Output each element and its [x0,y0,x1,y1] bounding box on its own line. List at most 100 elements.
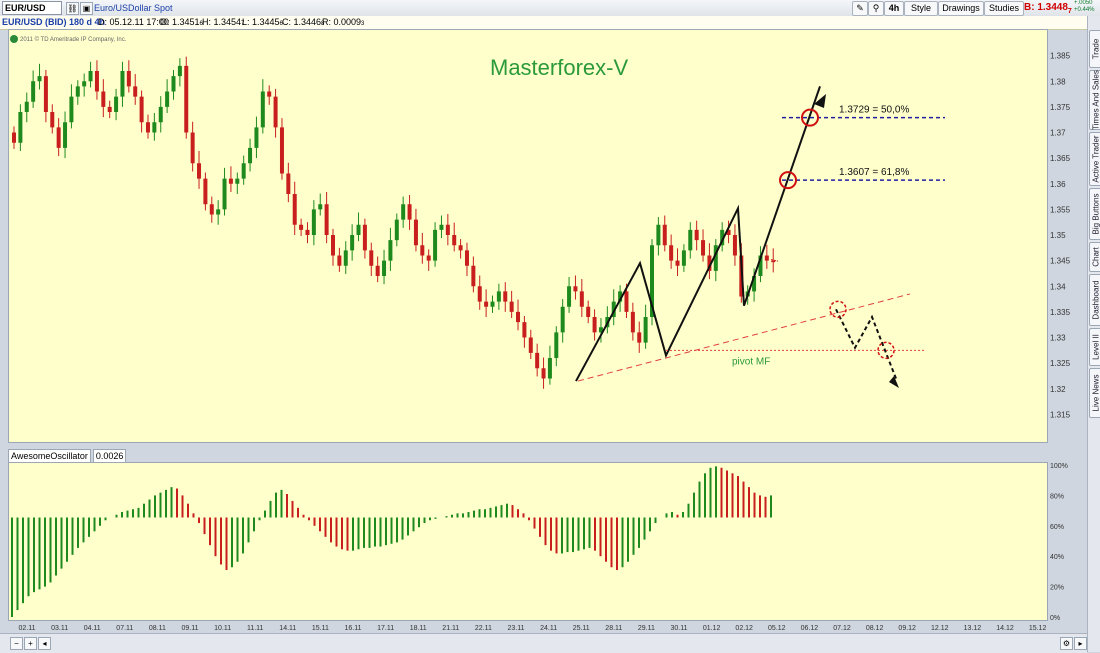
oscillator-panel[interactable] [8,462,1048,621]
sidebar-tab-dashboard[interactable]: Dashboard [1089,274,1100,326]
sidebar-tab-chart[interactable]: Chart [1089,242,1100,272]
x-tick-label: 30.11 [671,625,688,632]
settings-icon[interactable]: ⚙ [1060,637,1073,650]
change-value: +.0050 [1074,0,1093,6]
sidebar-tab-big-buttons[interactable]: Big Buttons [1089,188,1100,240]
y-tick-label: 1.335 [1050,308,1071,317]
info-open-value: O: 1.3451 [160,17,200,27]
x-tick-label: 15.11 [312,625,329,632]
price-chart-panel[interactable] [8,29,1048,443]
info-open: O: 1.34516 [160,16,203,31]
x-tick-label: 15.12 [1029,625,1047,632]
x-tick-label: 10.11 [214,625,231,632]
sidebar-tab-active-trader[interactable]: Active Trader [1089,132,1100,186]
x-tick-label: 22.11 [475,625,492,632]
y-tick-label: 1.37 [1050,129,1066,138]
info-low-value: L: 1.3445 [242,17,280,27]
oscillator-tick-label: 40% [1050,554,1064,561]
info-high-value: H: 1.3454 [202,17,242,27]
sidebar-tab-label: Active Trader [1091,135,1100,183]
sidebar-tab-label: Live News [1091,374,1100,412]
x-tick-label: 01.12 [703,625,721,632]
oscillator-tick-label: 100% [1050,463,1068,470]
x-tick-label: 29.11 [638,625,655,632]
info-low: L: 1.34456 [242,16,283,31]
y-tick-label: 1.36 [1050,180,1066,189]
change-percent: +0.44% [1074,7,1095,13]
x-tick-label: 28.11 [605,625,622,632]
x-tick-label: 09.11 [182,625,199,632]
info-open-sub: 6 [199,21,203,27]
x-tick-label: 18.11 [410,625,427,632]
x-tick-label: 25.11 [573,625,590,632]
x-tick-label: 14.11 [279,625,296,632]
y-tick-label: 1.355 [1050,205,1071,214]
x-tick-label: 14.12 [996,625,1014,632]
x-tick-label: 08.11 [149,625,166,632]
sidebar-tab-label: Dashboard [1091,280,1100,320]
y-tick-label: 1.345 [1050,257,1071,266]
scroll-right-icon[interactable]: ▸ [1074,637,1087,650]
y-tick-label: 1.35 [1050,231,1066,240]
x-tick-label: 13.12 [964,625,982,632]
oscillator-value: 0.0026 [92,449,127,463]
zoom-icon[interactable]: ⚲ [868,1,884,16]
sidebar-tab-trade[interactable]: Trade [1089,30,1100,68]
sidebar-tab-label: Times And Sales [1091,70,1100,130]
right-sidebar: Trade Times And Sales Active Trader Big But… [1087,16,1100,652]
oscillator-axis: 100% 80% 60% 40% 20% 0% [1050,463,1068,622]
oscillator-tick-label: 0% [1050,615,1060,622]
y-tick-label: 1.365 [1050,154,1071,163]
info-high-sub: 7 [241,21,245,27]
link-icon[interactable]: ⛓ [66,2,79,15]
sidebar-tab-label: Chart [1091,247,1100,267]
x-tick-label: 02.11 [19,625,36,632]
oscillator-name: AwesomeOscillator [8,449,91,463]
timeframe-button[interactable]: 4h [884,1,904,16]
price-axis: 1.385 1.38 1.375 1.37 1.365 1.36 1.355 1.35 1.34… [1050,52,1071,420]
chart-title: EUR/USD (BID) 180 d 4h [2,17,106,27]
y-tick-label: 1.375 [1050,103,1071,112]
y-tick-label: 1.34 [1050,282,1066,291]
lock-icon[interactable]: ▣ [80,2,93,15]
x-tick-label: 07.11 [116,625,133,632]
y-tick-label: 1.32 [1050,385,1066,394]
date-axis: 02.11 03.11 04.11 07.11 08.11 09.11 10.11 11.11… [19,625,1047,632]
symbol-selector[interactable]: EUR/USD [2,1,62,15]
info-close: C: 1.34468 [282,16,324,31]
x-tick-label: 21.11 [442,625,459,632]
studies-button[interactable]: Studies [984,1,1024,16]
x-tick-label: 16.11 [345,625,362,632]
info-bar: EUR/USD (BID) 180 d 4h D: 05.12.11 17:00… [0,16,1087,30]
drawings-button[interactable]: Drawings [938,1,984,16]
x-tick-label: 17.11 [377,625,394,632]
draw-icon[interactable]: ✎ [852,1,868,16]
info-close-sub: 8 [321,21,325,27]
x-tick-label: 09.12 [898,625,916,632]
sidebar-tab-times-and-sales[interactable]: Times And Sales [1089,70,1100,130]
style-button[interactable]: Style [904,1,938,16]
bid-price-value: B: 1.3448 [1024,2,1068,13]
y-tick-label: 1.33 [1050,334,1066,343]
oscillator-tick-label: 60% [1050,524,1064,531]
zoom-out-icon[interactable]: − [10,637,23,650]
sidebar-tab-live-news[interactable]: Live News [1089,368,1100,418]
scroll-left-icon[interactable]: ◂ [38,637,51,650]
x-tick-label: 23.11 [508,625,525,632]
price-change: +.0050 +0.44% [1074,0,1095,14]
sidebar-tab-level-ii[interactable]: Level II [1089,328,1100,366]
oscillator-tick-label: 80% [1050,493,1064,500]
info-range-value: R: 0.0009 [322,17,362,27]
bid-price: B: 1.34487 [1024,2,1072,15]
info-high: H: 1.34547 [202,16,244,31]
sidebar-tab-label: Trade [1091,38,1100,60]
sidebar-tab-label: Big Buttons [1091,193,1100,235]
x-tick-label: 05.12 [768,625,786,632]
x-tick-label: 06.12 [801,625,819,632]
info-range-sub: 3 [361,21,365,27]
zoom-in-icon[interactable]: + [24,637,37,650]
bottom-bar: − + ◂ ⚙ ▸ [0,633,1087,653]
bid-price-sub: 7 [1067,8,1072,15]
sidebar-tab-label: Level II [1091,334,1100,360]
x-tick-label: 02.12 [735,625,753,632]
